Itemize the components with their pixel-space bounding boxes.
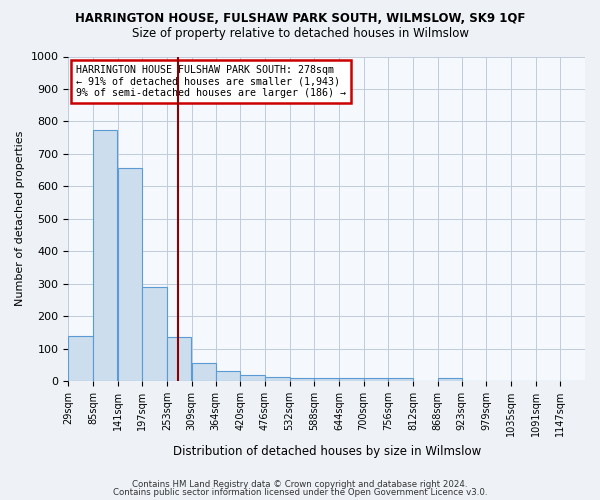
Bar [167, 338, 191, 381]
Y-axis label: Number of detached properties: Number of detached properties [15, 131, 25, 306]
Bar [93, 130, 118, 381]
Text: HARRINGTON HOUSE FULSHAW PARK SOUTH: 278sqm
← 91% of detached houses are smaller: HARRINGTON HOUSE FULSHAW PARK SOUTH: 278… [76, 64, 346, 98]
Bar [388, 378, 413, 381]
Bar [118, 168, 142, 381]
Bar [437, 378, 461, 381]
Bar [364, 378, 388, 381]
Bar [216, 372, 240, 381]
Bar [290, 378, 314, 381]
Bar [314, 378, 339, 381]
Bar [339, 378, 364, 381]
Text: Size of property relative to detached houses in Wilmslow: Size of property relative to detached ho… [131, 28, 469, 40]
Bar [68, 336, 93, 381]
Bar [265, 377, 290, 381]
Text: HARRINGTON HOUSE, FULSHAW PARK SOUTH, WILMSLOW, SK9 1QF: HARRINGTON HOUSE, FULSHAW PARK SOUTH, WI… [75, 12, 525, 26]
X-axis label: Distribution of detached houses by size in Wilmslow: Distribution of detached houses by size … [173, 444, 481, 458]
Text: Contains HM Land Registry data © Crown copyright and database right 2024.: Contains HM Land Registry data © Crown c… [132, 480, 468, 489]
Text: Contains public sector information licensed under the Open Government Licence v3: Contains public sector information licen… [113, 488, 487, 497]
Bar [142, 287, 167, 381]
Bar [241, 375, 265, 381]
Bar [191, 363, 215, 381]
